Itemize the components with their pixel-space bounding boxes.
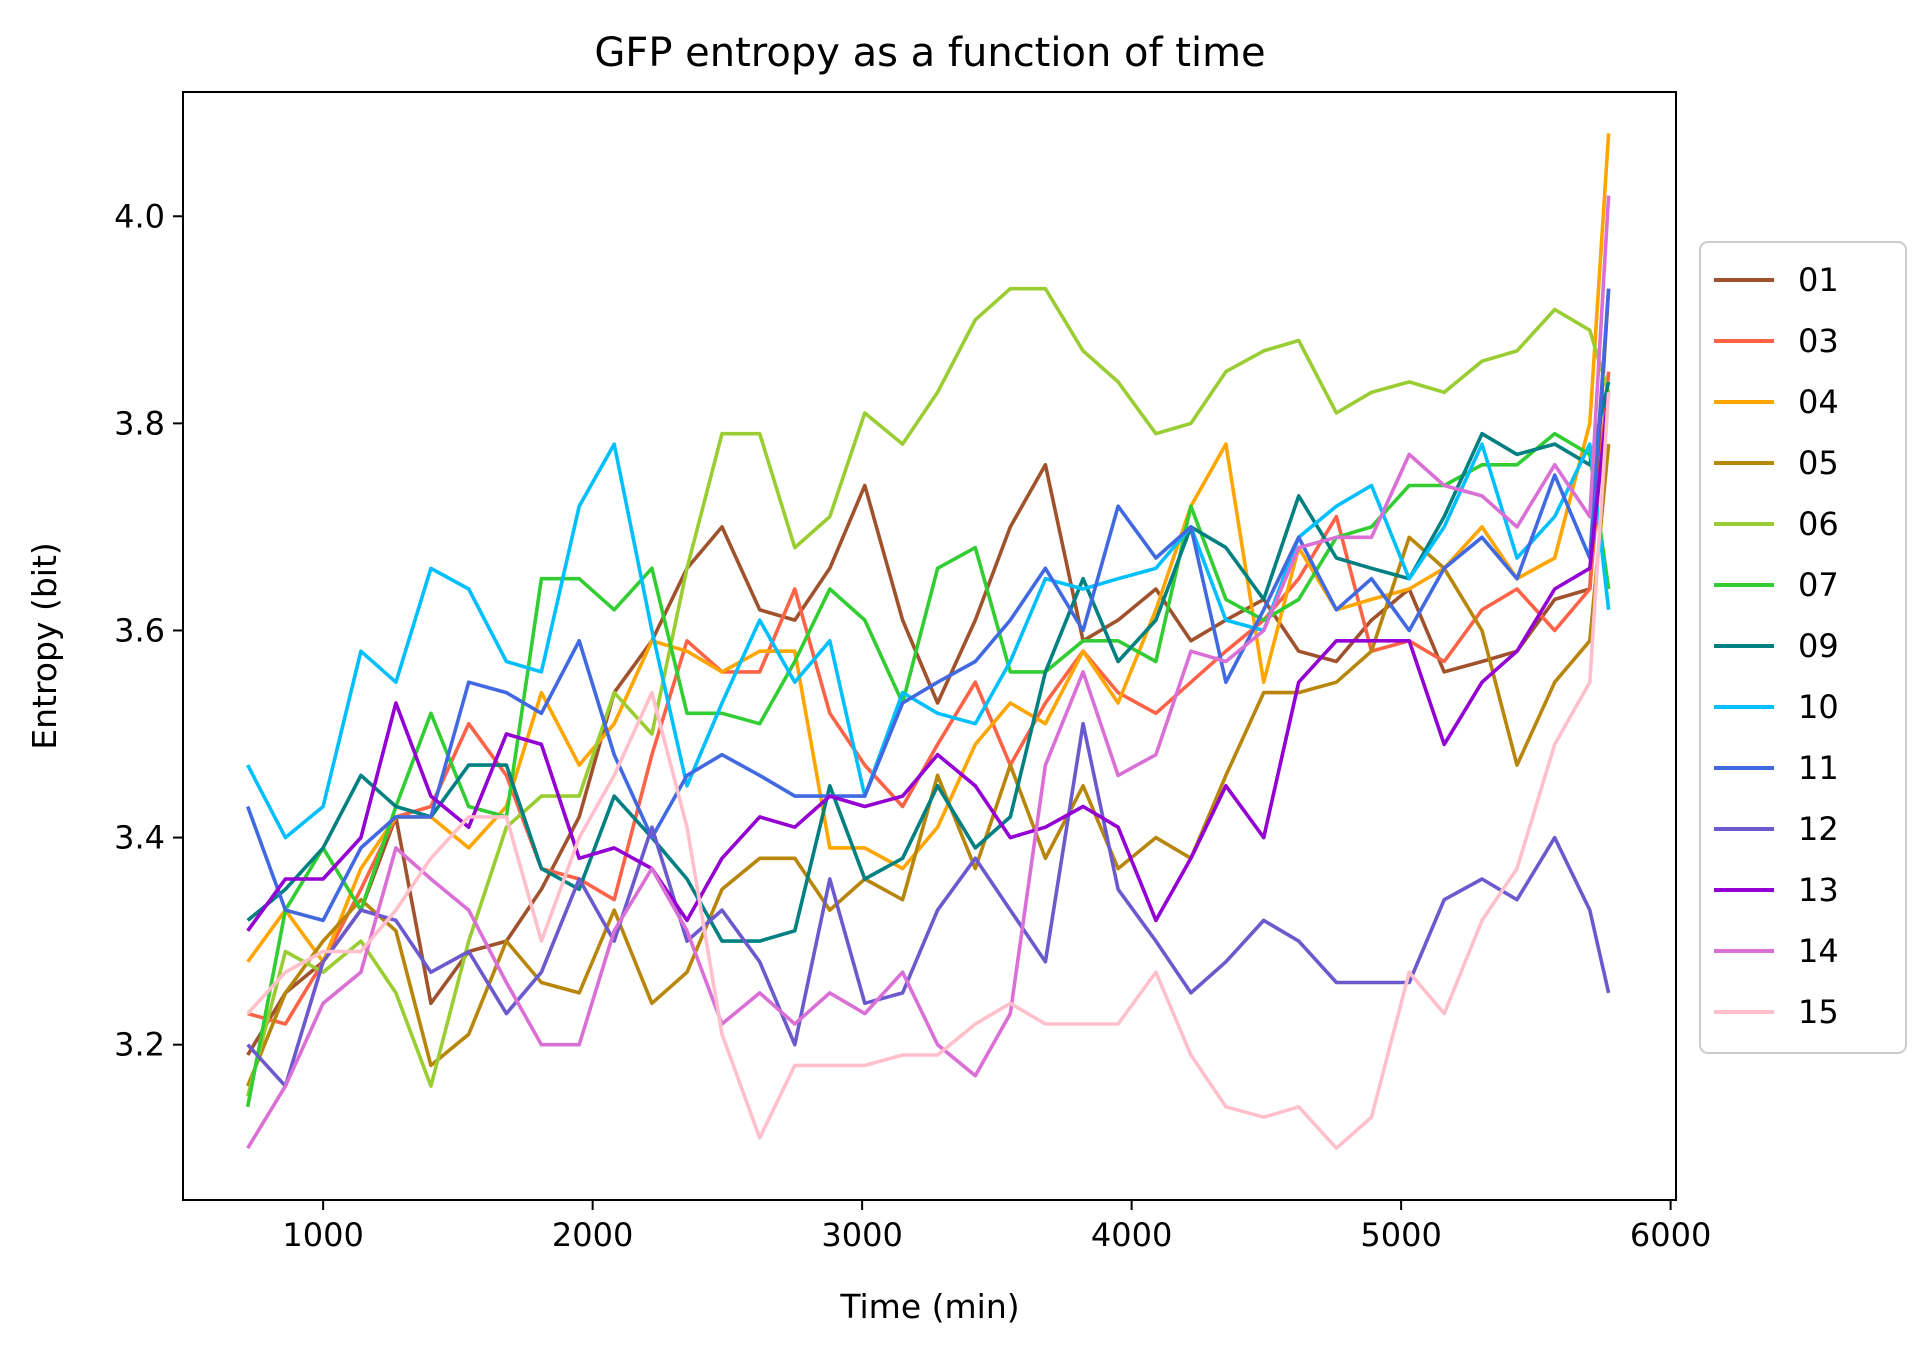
series-line-14 — [246, 195, 1611, 1150]
legend-label: 09 — [1798, 627, 1839, 665]
legend-label: 10 — [1798, 688, 1839, 726]
series-line-12 — [246, 721, 1611, 1088]
x-tick-label: 6000 — [1630, 1216, 1711, 1254]
legend: 01 03 04 05 06 07 09 10 11 12 13 14 15 — [1699, 241, 1907, 1054]
plot-frame — [182, 91, 1677, 1201]
series-line-01 — [246, 288, 1611, 1056]
legend-label: 01 — [1798, 261, 1839, 299]
legend-label: 14 — [1798, 932, 1839, 970]
legend-label: 06 — [1798, 505, 1839, 543]
y-tick-label: 3.6 — [114, 611, 165, 649]
legend-label: 07 — [1798, 566, 1839, 604]
series-line-13 — [246, 392, 1611, 932]
legend-label: 11 — [1798, 749, 1839, 787]
x-tick-label: 5000 — [1360, 1216, 1441, 1254]
legend-label: 15 — [1798, 993, 1839, 1031]
y-tick-label: 3.8 — [114, 404, 165, 442]
series-line-15 — [246, 392, 1611, 1150]
legend-label: 03 — [1798, 322, 1839, 360]
series-line-06 — [245, 286, 1611, 1097]
legend-label: 04 — [1798, 383, 1839, 421]
y-tick-label: 4.0 — [114, 197, 165, 235]
x-tick-label: 1000 — [282, 1216, 363, 1254]
legend-label: 13 — [1798, 871, 1839, 909]
x-axis-label: Time (min) — [839, 1287, 1019, 1326]
series-line-07 — [245, 431, 1611, 1108]
x-tick-label: 4000 — [1091, 1216, 1172, 1254]
legend-frame — [1699, 241, 1907, 1054]
y-tick-label: 3.2 — [114, 1026, 165, 1064]
series-layer — [245, 133, 1611, 1150]
legend-label: 12 — [1798, 810, 1839, 848]
legend-label: 05 — [1798, 444, 1839, 482]
x-tick-label: 3000 — [821, 1216, 902, 1254]
series-line-09 — [246, 381, 1611, 943]
x-tick-label: 2000 — [552, 1216, 633, 1254]
series-line-11 — [246, 288, 1611, 923]
x-axis: 1000 2000 3000 4000 5000 6000 — [282, 1200, 1711, 1254]
y-axis: 3.2 3.4 3.6 3.8 4.0 — [114, 197, 183, 1064]
y-tick-label: 3.4 — [114, 819, 165, 857]
series-line-04 — [246, 133, 1611, 964]
series-line-10 — [246, 442, 1611, 840]
series-line-03 — [247, 371, 1611, 1026]
y-axis-label: Entropy (bit) — [25, 542, 64, 750]
chart-title: GFP entropy as a function of time — [594, 30, 1265, 76]
